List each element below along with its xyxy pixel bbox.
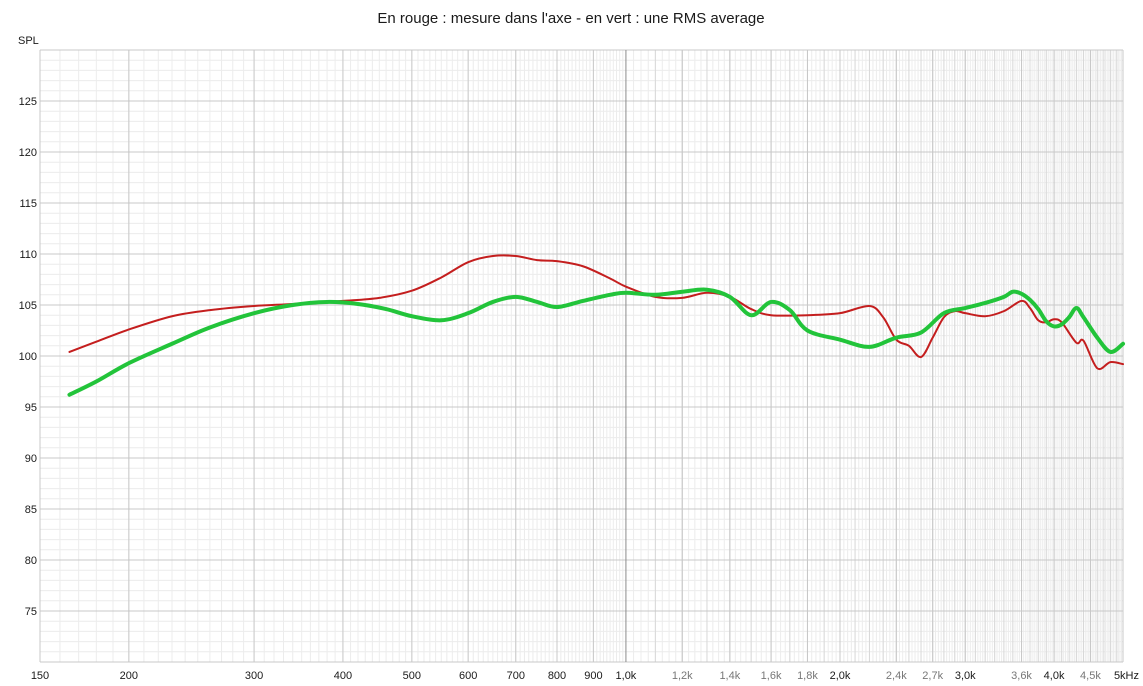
y-tick-label: 95 — [25, 402, 37, 414]
chart-title: En rouge : mesure dans l'axe - en vert :… — [377, 10, 764, 27]
x-tick-label: 4,5k — [1080, 670, 1101, 682]
y-tick-label: 80 — [25, 555, 37, 567]
x-tick-label: 500 — [403, 670, 421, 682]
y-tick-label: 75 — [25, 606, 37, 618]
y-axis-label: SPL — [18, 35, 39, 47]
x-tick-label: 1,0k — [616, 670, 637, 682]
x-tick-label: 5kHz — [1114, 670, 1139, 682]
y-tick-label: 120 — [19, 147, 37, 159]
x-tick-label: 2,0k — [830, 670, 851, 682]
x-tick-label: 1,2k — [672, 670, 693, 682]
x-tick-label: 1,8k — [797, 670, 818, 682]
x-tick-label: 400 — [334, 670, 352, 682]
x-tick-label: 1,6k — [761, 670, 782, 682]
series-line-2 — [67, 287, 1125, 397]
x-tick-label: 1,4k — [719, 670, 740, 682]
x-tick-label: 2,4k — [886, 670, 907, 682]
x-tick-label: 3,6k — [1011, 670, 1032, 682]
y-tick-label: 85 — [25, 504, 37, 516]
x-tick-label: 150 — [31, 670, 49, 682]
y-tick-label: 90 — [25, 453, 37, 465]
x-tick-label: 4,0k — [1044, 670, 1065, 682]
x-tick-label: 200 — [120, 670, 138, 682]
y-tick-label: 115 — [19, 198, 37, 210]
x-tick-label: 3,0k — [955, 670, 976, 682]
x-tick-label: 700 — [507, 670, 525, 682]
x-tick-label: 2,7k — [922, 670, 943, 682]
x-tick-label: 800 — [548, 670, 566, 682]
x-tick-label: 900 — [584, 670, 602, 682]
series-line-1 — [68, 254, 1124, 371]
y-tick-label: 105 — [19, 300, 37, 312]
y-tick-label: 100 — [19, 351, 37, 363]
x-tick-label: 300 — [245, 670, 263, 682]
x-tick-label: 600 — [459, 670, 477, 682]
y-tick-label: 125 — [19, 96, 37, 108]
y-tick-label: 110 — [19, 249, 37, 261]
